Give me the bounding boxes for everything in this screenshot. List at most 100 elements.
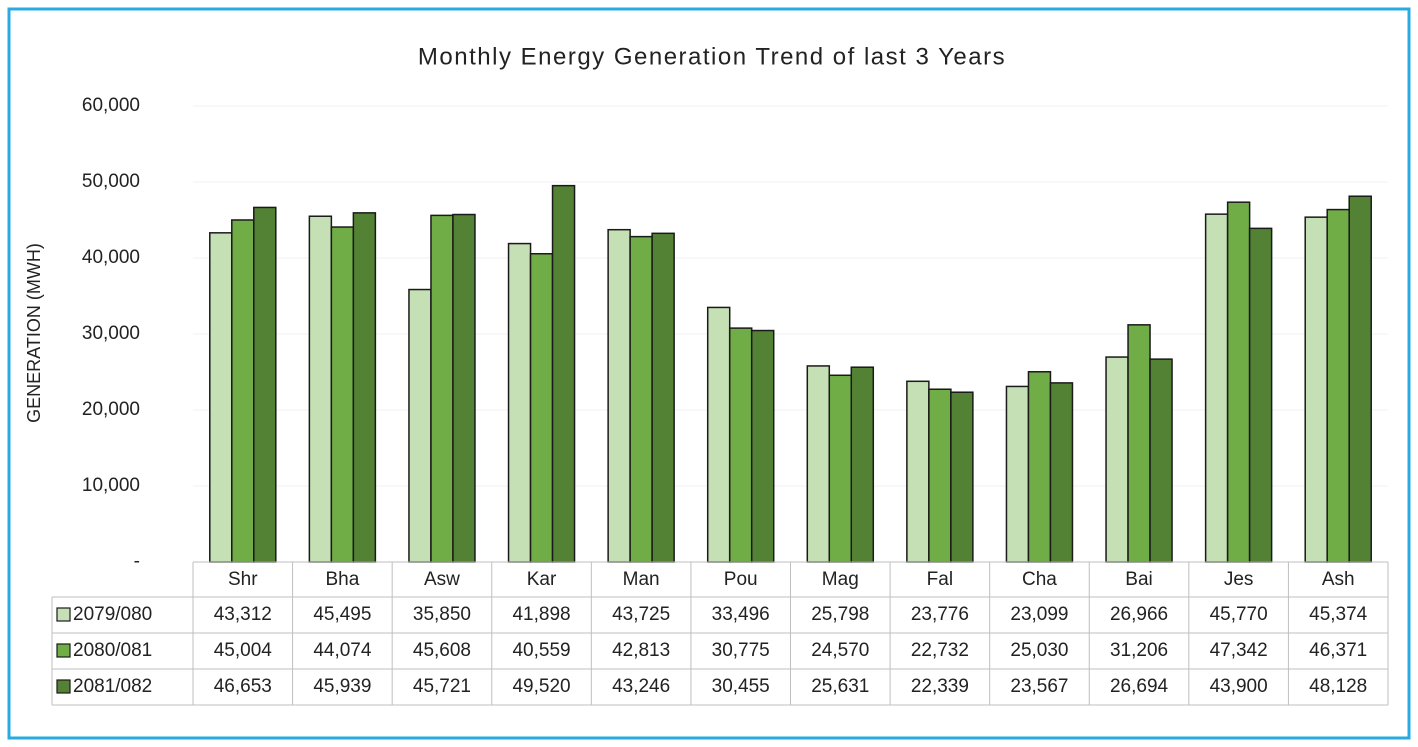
x-tick-label: Pou	[724, 569, 758, 590]
y-tick-label: -	[134, 551, 140, 572]
x-tick-label: Mag	[822, 569, 859, 590]
table-cell: 25,798	[811, 604, 869, 625]
table-cell: 23,776	[911, 604, 969, 625]
table-cell: 35,850	[413, 604, 471, 625]
table-cell: 48,128	[1309, 676, 1367, 697]
bar	[1204, 213, 1229, 563]
bar	[629, 235, 653, 563]
bar	[1348, 195, 1372, 563]
bar	[928, 388, 952, 563]
table-cell: 45,374	[1309, 604, 1368, 625]
bar	[507, 242, 532, 563]
table-cell: 25,631	[811, 676, 869, 697]
table-cell: 23,567	[1010, 676, 1068, 697]
legend-label: 2080/081	[73, 640, 152, 661]
bar	[330, 226, 355, 563]
table-cell: 41,898	[512, 604, 570, 625]
table-cell: 45,770	[1210, 604, 1268, 625]
bar	[828, 374, 853, 563]
bar	[706, 306, 731, 563]
table-cell: 26,966	[1110, 604, 1168, 625]
bar	[1149, 358, 1173, 563]
table-cell: 45,004	[214, 640, 273, 661]
table-cell: 47,342	[1210, 640, 1268, 661]
chart-title: Monthly Energy Generation Trend of last …	[418, 43, 1006, 70]
y-tick-label: 30,000	[82, 323, 140, 344]
y-axis-label: GENERATION (MWH)	[24, 243, 44, 423]
table-cell: 22,339	[911, 676, 969, 697]
table-cell: 24,570	[811, 640, 869, 661]
bar	[1027, 371, 1052, 563]
bar	[352, 212, 377, 563]
table-cell: 45,721	[413, 676, 471, 697]
table-cell: 43,900	[1210, 676, 1268, 697]
table-cell: 25,030	[1010, 640, 1068, 661]
bar	[1226, 201, 1251, 563]
bar	[850, 366, 875, 563]
table-cell: 44,074	[313, 640, 372, 661]
table-cell: 46,653	[214, 676, 272, 697]
table-cell: 45,608	[413, 640, 471, 661]
x-tick-label: Ash	[1322, 569, 1355, 590]
y-tick-label: 20,000	[82, 399, 140, 420]
table-cell: 49,520	[512, 676, 570, 697]
x-tick-label: Asw	[424, 569, 460, 590]
bar	[1049, 382, 1074, 563]
bar	[529, 253, 554, 563]
bar	[408, 288, 432, 563]
bar	[1326, 208, 1350, 563]
table-cell: 40,559	[512, 640, 570, 661]
table-cell: 30,455	[712, 676, 770, 697]
bar	[1304, 216, 1328, 563]
y-tick-label: 10,000	[82, 475, 140, 496]
x-tick-label: Man	[623, 569, 660, 590]
bar	[728, 327, 753, 563]
bar	[906, 380, 930, 563]
bar	[950, 391, 974, 563]
y-tick-label: 60,000	[82, 95, 140, 116]
bar	[253, 206, 277, 563]
table-cell: 46,371	[1309, 640, 1367, 661]
bar	[209, 232, 233, 563]
bar	[1248, 227, 1273, 563]
x-tick-label: Bai	[1125, 569, 1152, 590]
bar	[308, 215, 333, 563]
legend-label: 2079/080	[73, 604, 152, 625]
table-cell: 31,206	[1110, 640, 1168, 661]
bar	[651, 232, 675, 563]
legend-swatch	[56, 679, 71, 694]
bar	[607, 228, 631, 563]
table-cell: 42,813	[612, 640, 670, 661]
x-tick-label: Jes	[1224, 569, 1254, 590]
y-tick-label: 40,000	[82, 247, 140, 268]
table-cell: 43,312	[214, 604, 272, 625]
bar	[551, 184, 576, 563]
x-tick-label: Fal	[927, 569, 953, 590]
table-cell: 43,725	[612, 604, 670, 625]
table-cell: 33,496	[712, 604, 770, 625]
bar	[430, 214, 454, 563]
legend-swatch	[56, 643, 71, 658]
bar	[750, 329, 775, 563]
legend-label: 2081/082	[73, 676, 152, 697]
table-cell: 45,495	[313, 604, 371, 625]
legend-swatch	[56, 607, 71, 622]
table-cell: 45,939	[313, 676, 371, 697]
bar	[1105, 356, 1129, 563]
x-tick-label: Shr	[228, 569, 258, 590]
bar	[452, 213, 476, 563]
y-tick-label: 50,000	[82, 171, 140, 192]
x-tick-label: Cha	[1022, 569, 1057, 590]
table-cell: 22,732	[911, 640, 969, 661]
bar	[231, 219, 255, 563]
table-cell: 26,694	[1110, 676, 1169, 697]
table-cell: 23,099	[1010, 604, 1068, 625]
bar	[1127, 324, 1151, 563]
table-cell: 30,775	[712, 640, 770, 661]
table-cell: 43,246	[612, 676, 670, 697]
x-tick-label: Bha	[325, 569, 359, 590]
x-tick-label: Kar	[527, 569, 557, 590]
bar	[806, 365, 831, 563]
bar	[1005, 385, 1030, 563]
